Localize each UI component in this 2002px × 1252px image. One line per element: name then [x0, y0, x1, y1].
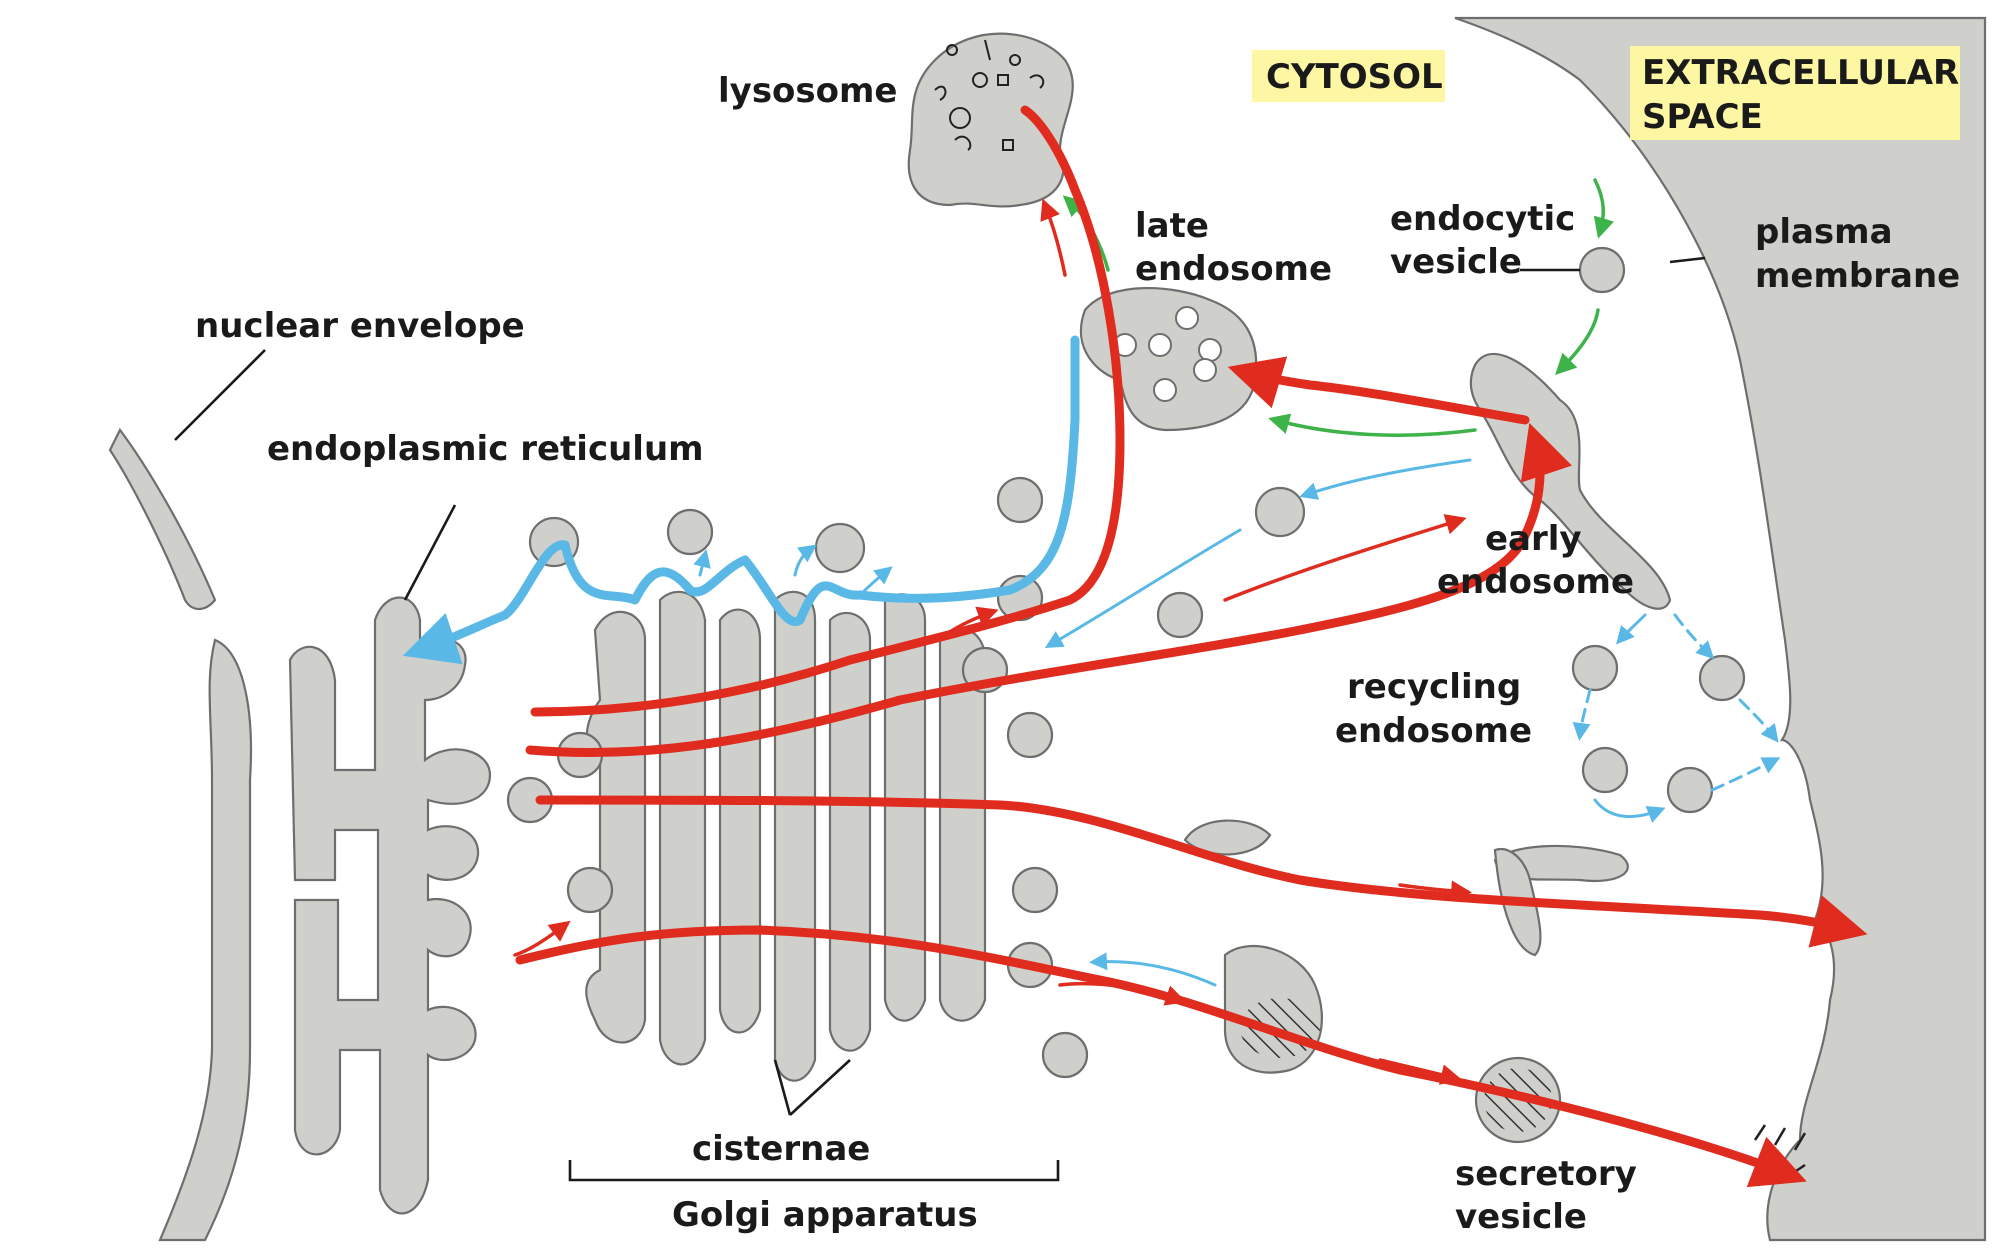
golgi-label: Golgi apparatus	[672, 1195, 978, 1235]
retrieval-pathways	[402, 335, 1781, 987]
secretory-vesicle-label-line2: vesicle	[1455, 1197, 1587, 1237]
plasma-membrane-leader	[1669, 256, 1706, 264]
plasma-membrane-label-line2: membrane	[1755, 256, 1960, 296]
endocytic-vesicle-label-line2: vesicle	[1390, 242, 1522, 282]
golgi-apparatus	[585, 590, 987, 1082]
endocytic-vesicle[interactable]	[1578, 246, 1626, 294]
late-endosome-label-line1: late	[1135, 206, 1209, 246]
golgi-bracket	[568, 1160, 1060, 1182]
extracellular-tag-line2: SPACE	[1642, 97, 1763, 137]
transport-vesicles	[506, 476, 1746, 1079]
early-endosome-label-line2: endosome	[1437, 562, 1634, 602]
endocytic-vesicle-label-line1: endocytic	[1390, 199, 1575, 239]
nuclear-envelope-inner	[158, 638, 253, 1242]
late-endosome-label-line2: endosome	[1135, 249, 1332, 289]
early-endosome-label-line1: early	[1485, 519, 1582, 559]
recycling-endosome-label-line2: endosome	[1335, 711, 1532, 751]
late-endosome-contents	[1113, 306, 1222, 402]
lysosome-label: lysosome	[718, 71, 898, 111]
recycling-endosome-label-line1: recycling	[1347, 667, 1521, 707]
lysosome-contents	[934, 39, 1045, 151]
cytosol-tag-bg	[1252, 50, 1445, 102]
cisternae-leader-2	[789, 1059, 851, 1116]
cisternae-leader-1	[773, 1059, 792, 1116]
cisternae-label: cisternae	[692, 1129, 870, 1169]
extracellular-tag-bg	[1630, 46, 1960, 140]
nuclear-envelope-leader	[174, 349, 266, 441]
extracellular-tag-line1: EXTRACELLULAR	[1642, 53, 1959, 93]
endoplasmic-reticulum	[288, 596, 492, 1215]
secretory-vesicle-label-line1: secretory	[1455, 1154, 1637, 1194]
biosynthetic-secretory-pathways	[513, 105, 1868, 1188]
nuclear-envelope-outer	[108, 427, 217, 611]
er-label: endoplasmic reticulum	[267, 429, 704, 469]
plasma-membrane-label-line1: plasma	[1755, 212, 1893, 252]
nuclear-envelope-label: nuclear envelope	[195, 306, 525, 346]
er-leader	[403, 504, 457, 601]
cytosol-tag: CYTOSOL	[1266, 57, 1443, 97]
